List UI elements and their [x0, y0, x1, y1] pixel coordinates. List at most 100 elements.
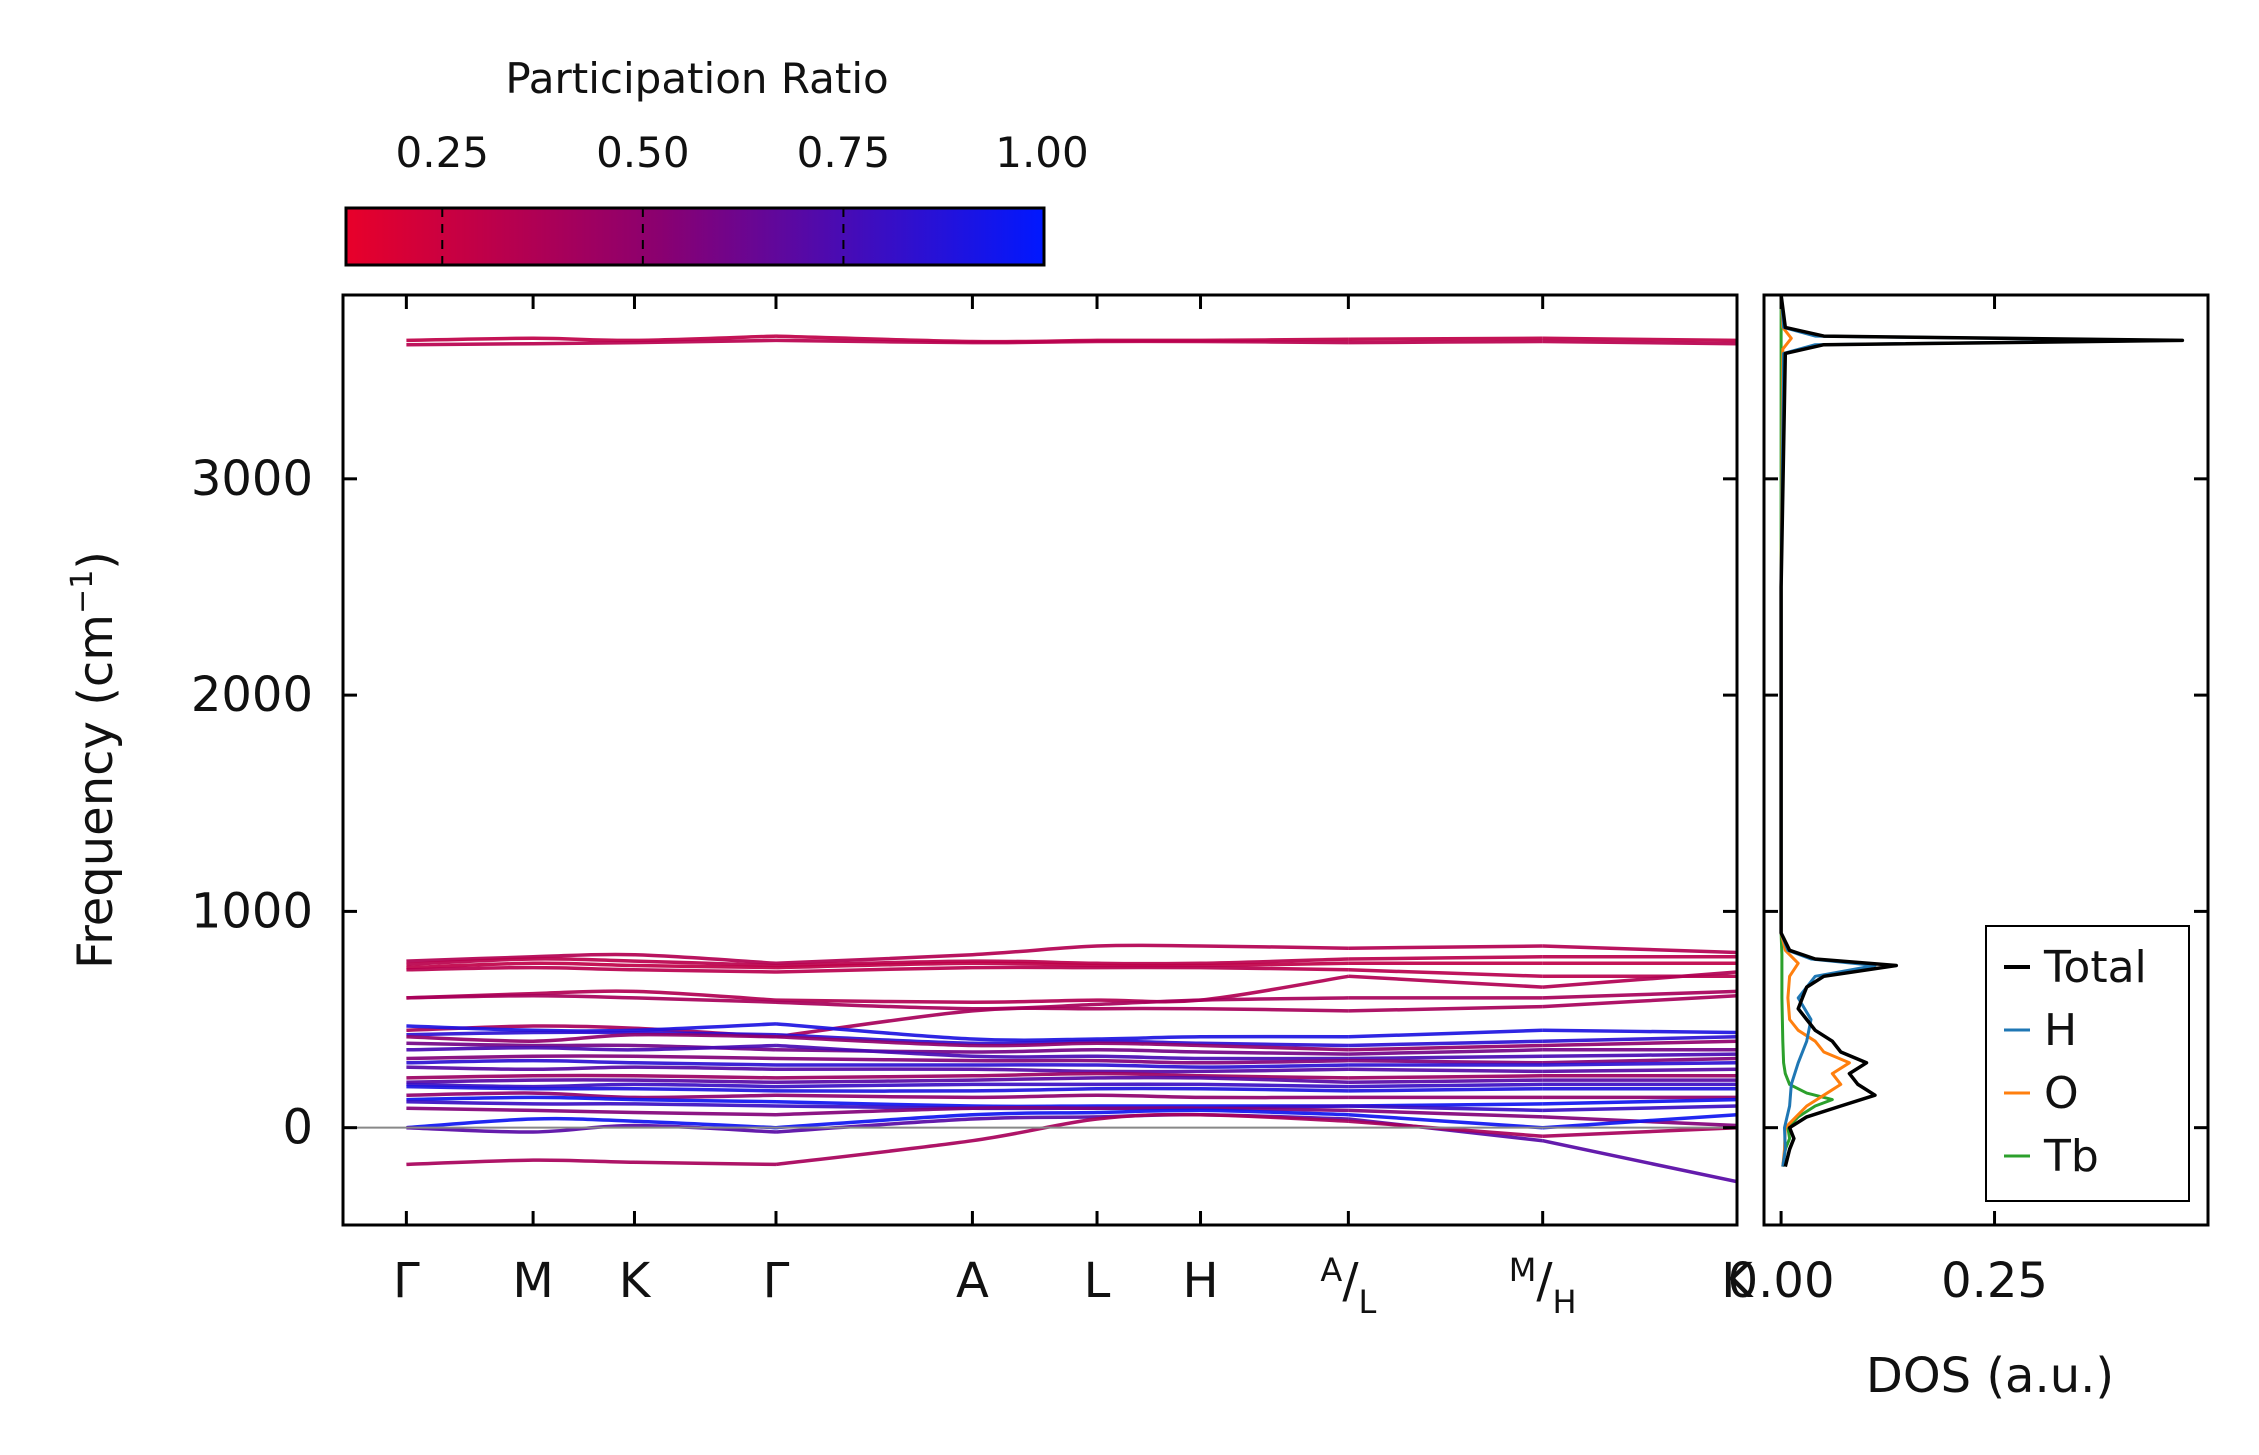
band-line — [775, 1075, 1349, 1085]
band-line — [406, 965, 777, 974]
band-line — [1542, 1112, 1737, 1130]
band-line — [775, 1006, 1349, 1039]
kpoint-label: A/L — [1320, 1251, 1376, 1321]
band-line — [1348, 955, 1543, 961]
band-line — [1542, 970, 1737, 989]
band-line — [1348, 1104, 1543, 1113]
band-line — [1348, 944, 1543, 950]
band-line — [406, 1099, 777, 1108]
band-line — [775, 974, 1349, 1004]
dos-x-tick-label: 0.25 — [1941, 1253, 2048, 1309]
band-line — [1348, 1067, 1543, 1074]
band-line — [1348, 1054, 1543, 1061]
dos-axes-frame — [1762, 293, 2210, 1227]
band-line — [1348, 1086, 1543, 1093]
legend-label-tb: Tb — [2043, 1131, 2099, 1182]
band-line — [406, 1058, 777, 1067]
band-line — [775, 1043, 1349, 1061]
kpoint-label: H — [1182, 1253, 1218, 1309]
kpoint-label-main: / — [1342, 1253, 1359, 1309]
kpoint-label: K — [1721, 1253, 1754, 1309]
band-line — [1348, 336, 1543, 342]
band-line — [406, 961, 777, 970]
band-line — [775, 1035, 1349, 1052]
band-line — [775, 1105, 1349, 1117]
band-line — [775, 1082, 1349, 1089]
band-line — [1542, 339, 1737, 346]
band-line — [406, 1073, 777, 1080]
band-line — [1542, 1067, 1737, 1074]
band-axes-frame — [341, 293, 1739, 1227]
colorbar-tick-labels: 0.25 0.50 0.75 1.00 — [396, 128, 1089, 177]
band-line — [1542, 944, 1737, 955]
band-line — [1348, 1082, 1543, 1089]
band-line — [775, 1067, 1349, 1074]
band-line — [406, 957, 777, 968]
band-line — [1542, 336, 1737, 343]
band-line — [775, 1056, 1349, 1065]
band-line — [1348, 1078, 1543, 1085]
legend-label-h: H — [2044, 1005, 2077, 1056]
colorbar-tick-label: 0.75 — [797, 128, 891, 177]
colorbar-tick-label: 0.50 — [596, 128, 690, 177]
band-line — [1348, 1048, 1543, 1056]
dos-line-tb — [1779, 295, 1834, 1167]
dos-x-axis-label: DOS (a.u.) — [1866, 1348, 2114, 1404]
colorbar-tick-label: 1.00 — [995, 128, 1089, 177]
dos-lines — [1779, 295, 2185, 1168]
band-line — [1348, 968, 1543, 979]
kpoint-label: Γ — [763, 1253, 790, 1309]
band-line — [406, 334, 777, 343]
y-tick-label: 2000 — [191, 667, 313, 723]
band-line — [1348, 339, 1543, 345]
band-line — [406, 1095, 777, 1104]
band-line — [1348, 1039, 1543, 1048]
kpoint-label: L — [1084, 1253, 1111, 1309]
dos-panel: 0.00 0.25 DOS (a.u.) Total HO Tb — [1728, 293, 2210, 1404]
y-axis-label: Frequency (cm−1) — [65, 551, 124, 969]
band-line — [1542, 1028, 1737, 1035]
band-line — [1542, 993, 1737, 1009]
band-line — [1348, 974, 1543, 989]
band-line — [776, 1063, 1349, 1069]
band-line — [775, 1086, 1349, 1093]
band-line — [775, 1093, 1349, 1100]
colorbar: Participation Ratio 0.25 0.50 0.75 1.00 — [344, 54, 1089, 267]
band-line — [1348, 1058, 1543, 1065]
dos-x-tick-labels: 0.00 0.25 — [1728, 1253, 2048, 1309]
band-line — [775, 957, 1349, 968]
band-line — [406, 1054, 777, 1061]
kpoint-label-sup: M — [1509, 1251, 1537, 1289]
band-line — [406, 1084, 777, 1093]
y-axis-label-sup: −1 — [65, 570, 100, 614]
y-tick-label: 3000 — [191, 451, 313, 507]
band-line — [406, 1106, 777, 1117]
kpoint-label-sup: A — [1320, 1251, 1342, 1289]
y-tick-label: 1000 — [191, 883, 313, 939]
band-line — [1542, 1056, 1737, 1065]
band-line — [1348, 1074, 1543, 1080]
band-y-tick-labels: 0 1000 2000 3000 — [191, 451, 313, 1156]
band-line — [406, 1043, 777, 1052]
band-line — [775, 961, 1349, 970]
band-line — [406, 1082, 777, 1089]
band-line — [1542, 1125, 1737, 1139]
legend: Total HO Tb — [1985, 925, 2190, 1202]
kpoint-label-sub: L — [1358, 1283, 1376, 1321]
band-line — [406, 1065, 777, 1072]
band-line — [1542, 1061, 1737, 1067]
kpoint-label: Γ — [393, 1253, 420, 1309]
band-line — [775, 943, 1349, 966]
legend-label-total: Total — [2043, 942, 2147, 993]
band-line — [775, 996, 1349, 1011]
kpoint-label: A — [956, 1253, 989, 1309]
kpoint-label-sub: H — [1553, 1283, 1577, 1321]
dos-ticks — [1764, 295, 2208, 1225]
kpoint-label: M/H — [1509, 1251, 1577, 1321]
band-line — [1542, 1052, 1737, 1059]
band-line — [1348, 1119, 1543, 1139]
band-line — [406, 993, 777, 1004]
band-line — [406, 1030, 777, 1037]
kpoint-label: M — [512, 1253, 553, 1309]
